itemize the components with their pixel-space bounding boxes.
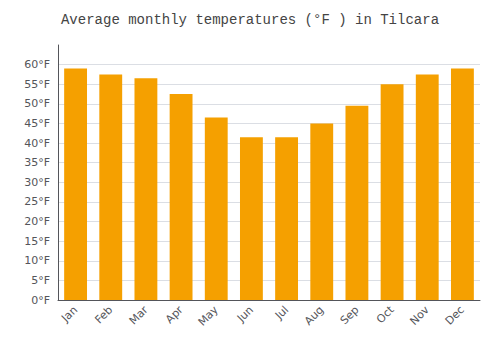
svg-text:Nov: Nov [407,303,432,328]
svg-text:45°F: 45°F [24,117,50,130]
svg-text:35°F: 35°F [24,156,50,169]
svg-text:15°F: 15°F [24,235,50,248]
svg-text:Jan: Jan [58,303,80,325]
svg-text:30°F: 30°F [24,176,50,189]
svg-text:40°F: 40°F [24,137,50,150]
svg-text:55°F: 55°F [24,78,50,91]
svg-text:0°F: 0°F [31,294,50,307]
svg-text:Jul: Jul [272,303,291,322]
svg-text:Aug: Aug [302,303,326,327]
svg-text:Apr: Apr [163,303,186,326]
svg-text:Sep: Sep [338,303,362,327]
svg-text:Jun: Jun [234,303,256,325]
svg-text:5°F: 5°F [31,274,50,287]
svg-text:20°F: 20°F [24,215,50,228]
svg-text:25°F: 25°F [24,195,50,208]
svg-text:Oct: Oct [374,303,397,326]
svg-text:Mar: Mar [127,303,151,327]
svg-text:May: May [196,303,222,329]
svg-text:10°F: 10°F [24,254,50,267]
svg-text:Average monthly temperatures (: Average monthly temperatures (°F ) in Ti… [61,12,439,28]
svg-text:50°F: 50°F [24,97,50,110]
svg-text:Dec: Dec [443,303,467,327]
svg-text:60°F: 60°F [24,58,50,71]
svg-text:Feb: Feb [92,303,115,326]
